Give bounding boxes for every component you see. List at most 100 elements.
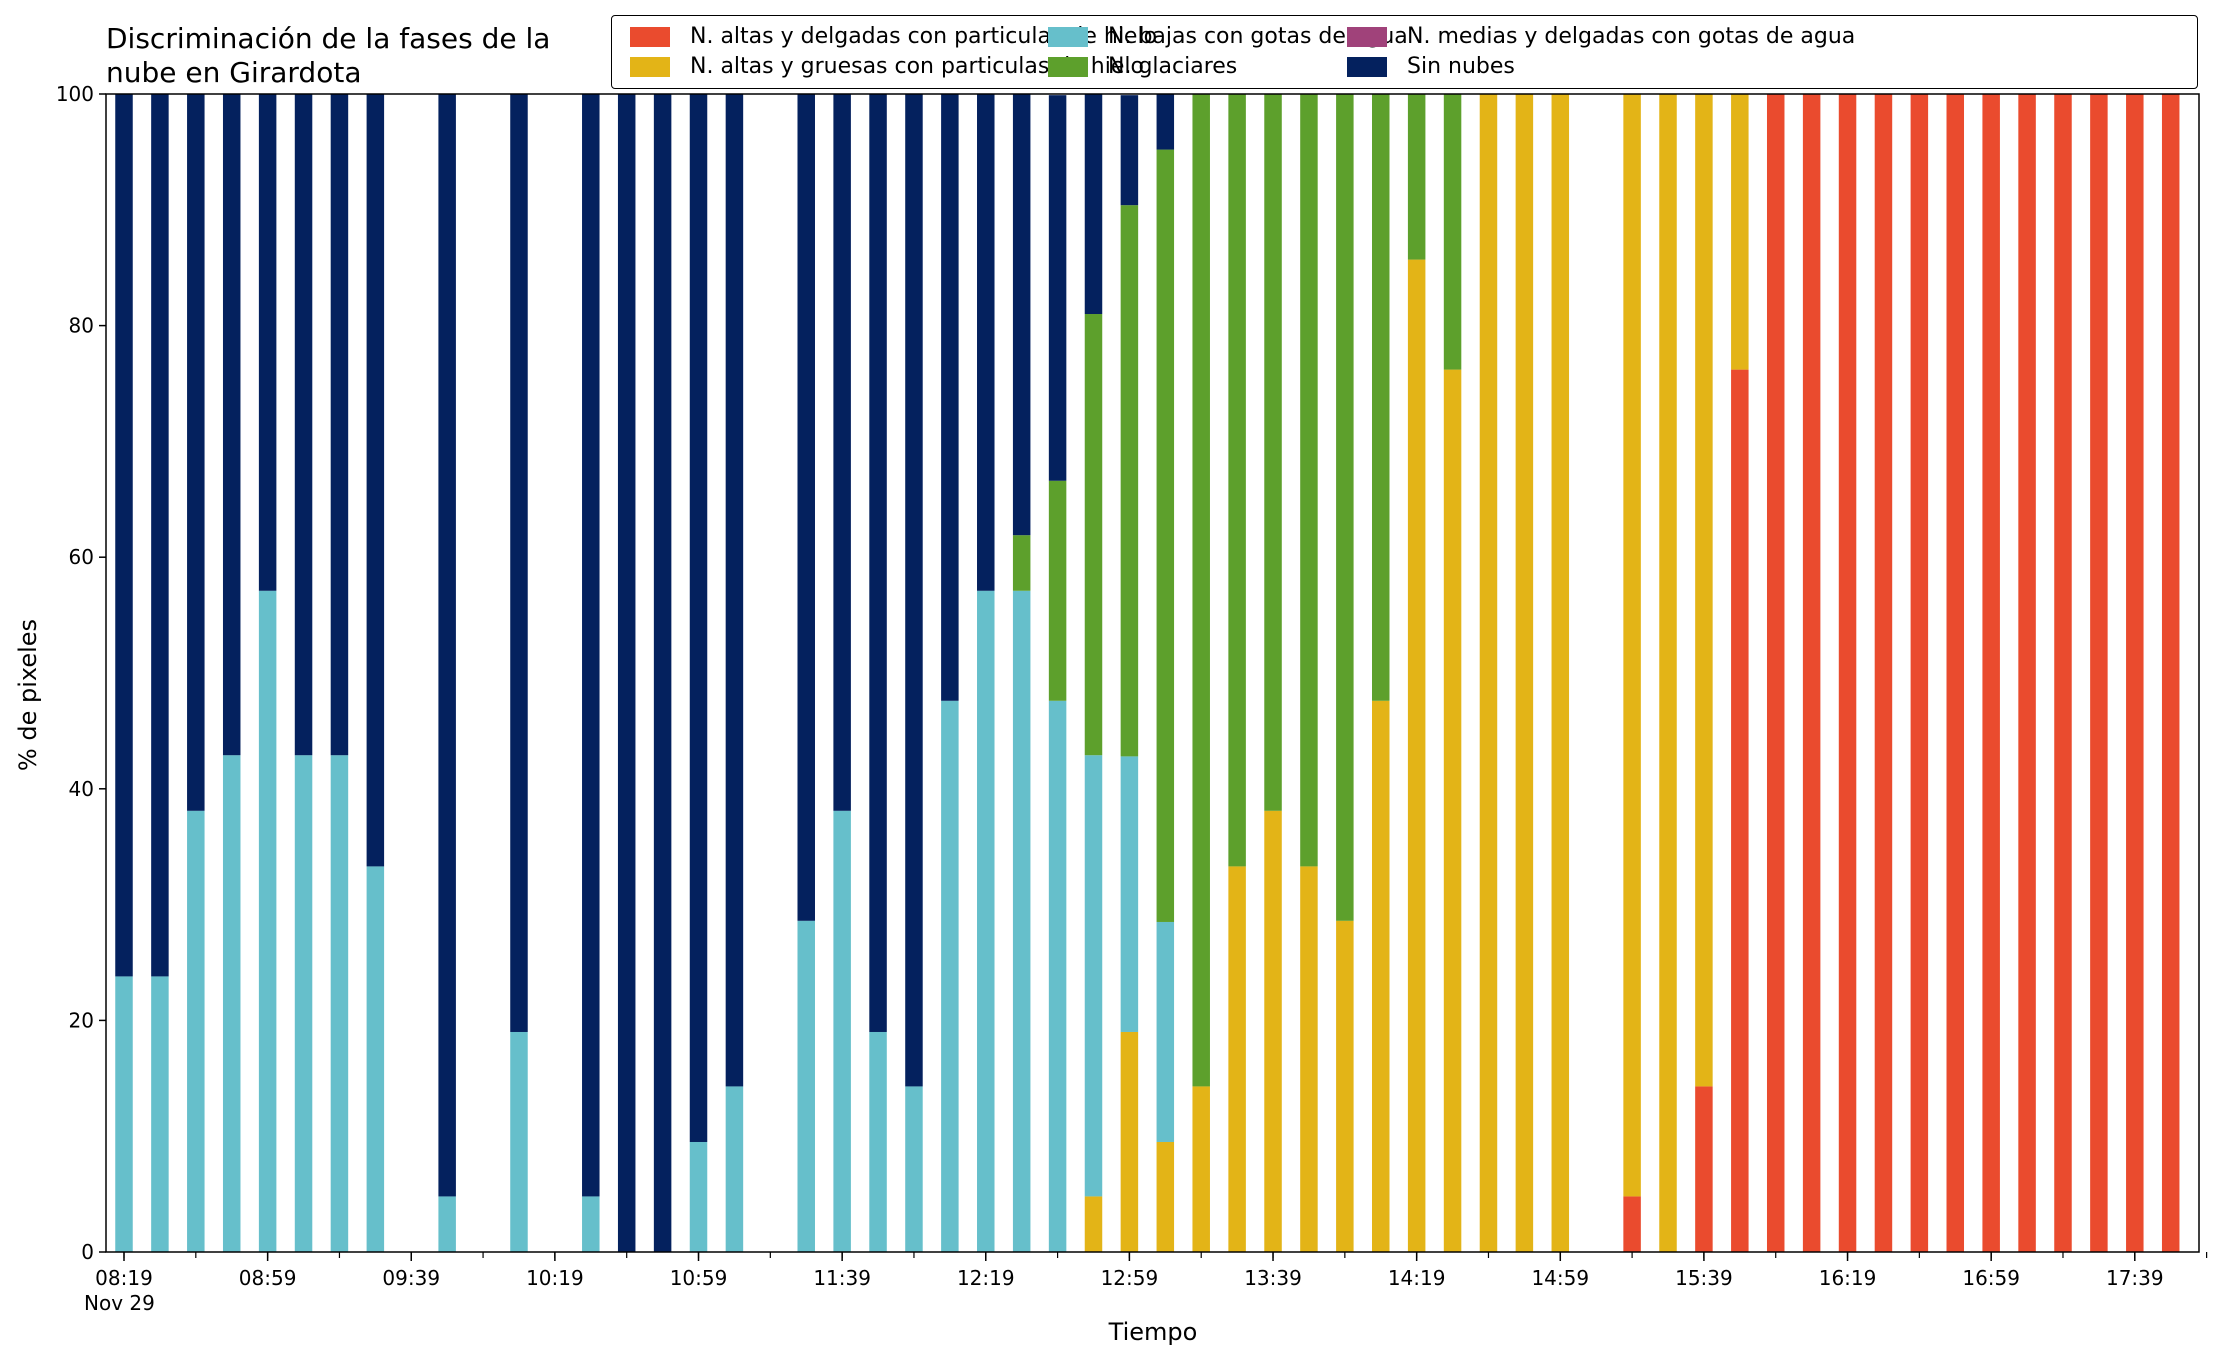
bar-segment <box>330 94 349 756</box>
bar-segment <box>1407 94 1426 260</box>
bar-segment <box>1443 369 1462 1253</box>
bar-segment <box>294 755 313 1252</box>
bar-segment <box>510 94 528 1032</box>
bar-segment <box>438 94 456 1197</box>
plot-frame <box>105 93 2200 1253</box>
bar-segment <box>1372 94 1390 701</box>
legend-swatch <box>1048 56 1088 77</box>
bar-segment <box>366 94 385 867</box>
bar-segment <box>2054 94 2072 1252</box>
bar-segment <box>582 94 600 1197</box>
bar-segment <box>1982 94 2000 1252</box>
bar-segment <box>869 1031 887 1252</box>
x-axis-label: Tiempo <box>1108 1318 1198 1346</box>
bar-segment <box>1120 1031 1139 1252</box>
bar-segment <box>1874 94 1893 1252</box>
bar-segment <box>1731 94 1749 370</box>
chart-legend: N. altas y delgadas con particulas de hi… <box>611 15 2198 89</box>
bar-segment <box>1084 755 1103 1197</box>
bar-segment <box>294 94 313 756</box>
legend-label: Sin nubes <box>1407 54 1515 79</box>
y-tick-label: 60 <box>69 545 94 569</box>
bar-segment <box>582 1196 600 1252</box>
x-tick-label: 09:39 <box>382 1266 440 1290</box>
bar-segment <box>2018 94 2036 1252</box>
bar-segment <box>1623 1196 1641 1252</box>
bar-segment <box>1120 205 1139 757</box>
x-tick-sublabel: Nov 29 <box>84 1291 155 1315</box>
legend-swatch <box>1347 26 1387 47</box>
bar-segment <box>151 94 169 977</box>
y-tick-label: 20 <box>69 1008 94 1032</box>
bar-segment <box>1228 866 1246 1252</box>
x-tick-label: 13:39 <box>1244 1266 1302 1290</box>
bar-segment <box>1731 369 1749 1253</box>
bar-segment <box>1156 94 1175 150</box>
legend-swatch <box>1048 26 1088 47</box>
bar-segment <box>869 94 887 1032</box>
x-tick-label: 11:39 <box>813 1266 871 1290</box>
bar-segment <box>1192 1086 1210 1252</box>
bar-segment <box>797 920 815 1252</box>
bar-segment <box>1012 94 1031 536</box>
bar-segment <box>2126 94 2144 1252</box>
bar-segment <box>2161 94 2180 1252</box>
chart-title-line-1: Discriminación de la fases de la <box>106 22 551 55</box>
bar-segment <box>438 1196 456 1252</box>
bar-segment <box>1946 94 1965 1252</box>
bar-segment <box>1910 94 1929 1252</box>
bar-segment <box>1084 1196 1103 1252</box>
bar-segment <box>366 866 385 1252</box>
bar-segment <box>1084 94 1103 315</box>
x-tick-label: 10:59 <box>670 1266 728 1290</box>
bar-segment <box>510 1031 528 1252</box>
bar-segment <box>222 755 241 1252</box>
bar-segment <box>115 94 133 977</box>
bar-segment <box>1695 1086 1713 1252</box>
bar-segment <box>1192 94 1210 1087</box>
bar-segment <box>187 94 205 811</box>
legend-swatch <box>1347 56 1387 77</box>
legend-label: N. medias y delgadas con gotas de agua <box>1407 24 1856 49</box>
x-tick-label: 12:19 <box>957 1266 1015 1290</box>
x-tick-label: 08:59 <box>239 1266 297 1290</box>
bar-segment <box>1012 535 1031 591</box>
bar-segment <box>1048 480 1067 701</box>
bar-segment <box>1407 259 1426 1253</box>
bar-segment <box>725 94 744 1087</box>
bar-segment <box>1264 94 1282 811</box>
bar-segment <box>1336 920 1354 1252</box>
bar-segment <box>222 94 241 756</box>
bar-segment <box>1012 590 1031 1252</box>
bar-segment <box>833 810 851 1252</box>
bar-segment <box>1120 95 1139 206</box>
bar-segment <box>1623 94 1641 1197</box>
bar-segment <box>941 94 959 701</box>
bar-segment <box>1120 756 1139 1032</box>
bar-segment <box>1336 94 1354 921</box>
bar-segment <box>1048 95 1067 481</box>
bar-segment <box>258 590 277 1252</box>
x-tick-label: 12:59 <box>1101 1266 1159 1290</box>
bar-segment <box>1264 810 1282 1252</box>
bar-segment <box>151 976 169 1252</box>
bar-segment <box>689 1141 708 1252</box>
legend-swatch <box>630 56 670 77</box>
y-tick-label: 0 <box>81 1240 94 1264</box>
bar-segment <box>725 1086 744 1252</box>
bar-segment <box>1659 94 1677 1252</box>
x-tick-label: 16:19 <box>1819 1266 1877 1290</box>
bar-segment <box>1156 149 1175 922</box>
x-tick-label: 14:19 <box>1388 1266 1446 1290</box>
bar-segment <box>797 94 815 921</box>
bar-segment <box>1551 94 1570 1252</box>
bar-segment <box>689 94 708 1142</box>
bar-segment <box>1443 94 1462 370</box>
bar-segment <box>905 1086 923 1252</box>
bar-segment <box>977 590 995 1252</box>
bar-segment <box>653 94 672 1252</box>
x-tick-label: 16:59 <box>1962 1266 2020 1290</box>
chart-title: Discriminación de la fases de la nube en… <box>106 22 550 90</box>
